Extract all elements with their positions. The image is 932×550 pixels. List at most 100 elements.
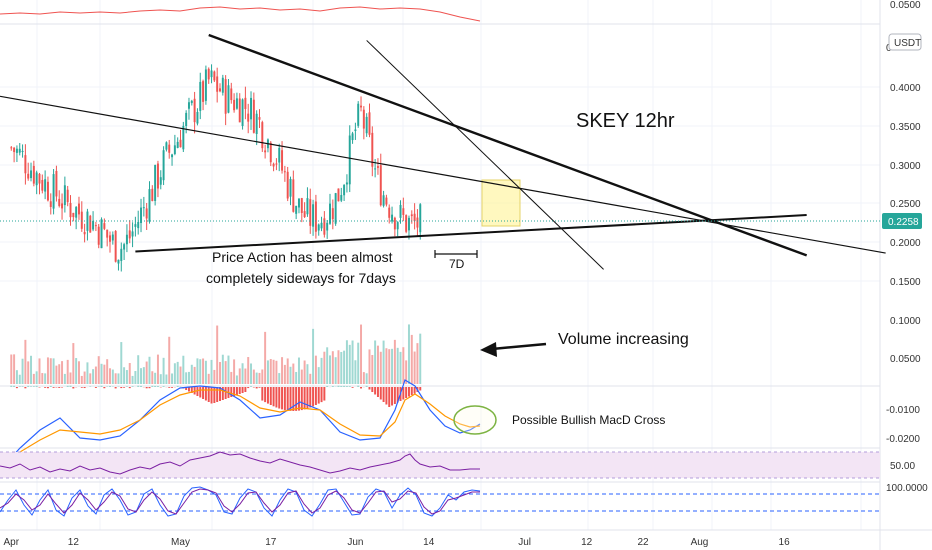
volume-bar xyxy=(86,362,89,384)
candle-body xyxy=(83,232,86,235)
time-tick: 17 xyxy=(265,537,277,548)
time-axis: Apr 12 May 17 Jun 14 Jul 12 22 Aug 16 xyxy=(4,537,791,548)
candle-body xyxy=(13,147,16,153)
macd-histogram-bar xyxy=(171,387,174,388)
candle-body xyxy=(258,117,261,120)
macd-histogram-bar xyxy=(114,387,117,389)
price-candles xyxy=(10,64,422,272)
candle-body xyxy=(329,203,331,224)
macd-histogram-bar xyxy=(154,385,157,387)
candle-body xyxy=(399,204,402,218)
candle-body xyxy=(162,150,165,181)
candle-body xyxy=(348,135,351,185)
volume-bar xyxy=(46,357,49,384)
volume-bar xyxy=(258,372,261,384)
volume-bar xyxy=(128,362,131,384)
macd-histogram-bar xyxy=(199,387,202,398)
candle-body xyxy=(317,224,320,231)
candle-body xyxy=(210,70,213,78)
candle-body xyxy=(92,220,95,230)
grid-lines xyxy=(0,0,880,530)
sideways-note-line1: Price Action has been almost xyxy=(212,249,393,265)
volume-bar xyxy=(235,375,238,384)
candle-body xyxy=(235,98,238,109)
candle-body xyxy=(97,226,100,245)
candle-body xyxy=(334,193,337,224)
candle-body xyxy=(379,165,382,206)
time-tick: Aug xyxy=(691,537,709,548)
candle-body xyxy=(357,103,360,126)
volume-bar xyxy=(162,357,165,384)
volume-bar xyxy=(393,339,396,384)
candle-body xyxy=(312,204,315,227)
macd-histogram-bar xyxy=(402,387,405,400)
macd-histogram-bar xyxy=(360,387,363,389)
trendline-steep-descending xyxy=(366,40,604,270)
macd-histogram-bar xyxy=(323,387,326,401)
volume-bar xyxy=(63,373,66,384)
volume-bar xyxy=(374,340,377,384)
volume-bar xyxy=(224,361,227,384)
candle-body xyxy=(69,203,72,218)
candle-body xyxy=(269,142,272,163)
volume-bar xyxy=(343,350,346,384)
volume-bar xyxy=(376,345,379,384)
macd-histogram-bar xyxy=(120,387,123,389)
candle-body xyxy=(148,189,151,222)
macd-histogram-bar xyxy=(393,387,396,404)
candle-body xyxy=(241,99,244,127)
time-tick: 14 xyxy=(423,537,435,548)
candle-body xyxy=(250,97,253,120)
stoch-d-line xyxy=(0,488,480,515)
candle-body xyxy=(21,150,24,152)
currency-badge[interactable]: USDT xyxy=(888,33,922,51)
candle-body xyxy=(117,259,120,264)
macd-histogram-bar xyxy=(233,387,236,396)
volume-bar xyxy=(362,372,365,384)
volume-bar xyxy=(351,340,354,384)
macd-histogram-bar xyxy=(326,385,329,387)
candle-body xyxy=(286,171,289,199)
volume-bar xyxy=(405,360,408,384)
macd-tick: -0.0100 xyxy=(886,405,920,416)
candle-body xyxy=(393,217,396,230)
price-tick: 0.2500 xyxy=(890,199,921,210)
candle-body xyxy=(24,155,27,174)
volume-bar xyxy=(266,360,269,384)
macd-histogram-bar xyxy=(131,386,134,387)
macd-histogram-bar xyxy=(46,387,49,389)
candle-body xyxy=(278,147,281,163)
macd-histogram-bar xyxy=(295,387,298,411)
volume-bar xyxy=(196,358,199,384)
volume-bar xyxy=(365,373,368,384)
candle-body xyxy=(131,231,134,237)
volume-bar xyxy=(58,364,61,384)
volume-bar xyxy=(244,368,247,384)
macd-histogram-bar xyxy=(331,386,334,387)
volume-bar xyxy=(233,359,236,384)
candle-body xyxy=(204,69,207,101)
macd-histogram-bar xyxy=(269,387,272,405)
macd-histogram-bar xyxy=(275,387,278,408)
candle-body xyxy=(376,166,379,168)
volume-bar xyxy=(193,366,196,384)
macd-histogram-bar xyxy=(391,387,394,406)
volume-bar xyxy=(379,351,382,384)
candle-body xyxy=(362,109,365,129)
volume-bar xyxy=(317,367,320,384)
volume-bar xyxy=(173,363,176,384)
volume-bar xyxy=(238,368,241,384)
sideways-note-line2: completely sideways for 7days xyxy=(206,270,396,286)
volume-bar xyxy=(326,347,329,384)
candle-body xyxy=(109,235,111,242)
stoch-tick: 100.0000 xyxy=(886,483,928,494)
candle-body xyxy=(137,222,140,229)
symbol-title: SKEY 12hr xyxy=(576,110,675,132)
candle-body xyxy=(227,85,230,113)
candle-body xyxy=(297,198,300,208)
price-tick: 0.2000 xyxy=(890,238,921,249)
volume-bar xyxy=(275,360,278,384)
candle-body xyxy=(176,141,179,148)
volume-bar xyxy=(32,373,35,384)
macd-pane xyxy=(0,379,481,471)
